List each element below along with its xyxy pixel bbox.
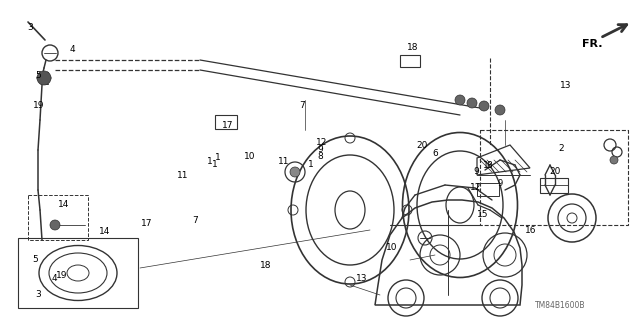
Text: 15: 15 xyxy=(477,210,489,219)
Text: 16: 16 xyxy=(525,226,537,235)
Text: 1: 1 xyxy=(483,161,489,170)
Text: 17: 17 xyxy=(222,121,234,130)
Text: 10: 10 xyxy=(387,244,397,252)
Text: 18: 18 xyxy=(407,43,419,52)
Text: 3: 3 xyxy=(36,290,41,299)
Text: 1: 1 xyxy=(212,160,217,169)
Text: 9: 9 xyxy=(317,145,323,154)
Text: 7: 7 xyxy=(193,216,198,225)
Text: 12: 12 xyxy=(316,138,328,147)
Text: FR.: FR. xyxy=(582,39,602,49)
Text: TM84B1600B: TM84B1600B xyxy=(535,300,585,309)
Text: 18: 18 xyxy=(260,261,271,270)
Bar xyxy=(540,178,568,193)
Text: 20: 20 xyxy=(417,141,428,150)
Bar xyxy=(477,183,499,196)
Text: 17: 17 xyxy=(141,220,153,228)
Text: 3: 3 xyxy=(27,23,33,33)
Text: 6: 6 xyxy=(433,149,438,158)
Text: 20: 20 xyxy=(549,167,561,177)
Bar xyxy=(18,238,138,308)
Text: 5: 5 xyxy=(33,255,38,264)
Text: 1: 1 xyxy=(207,157,213,166)
Text: 12: 12 xyxy=(470,182,482,191)
Text: 1: 1 xyxy=(215,153,221,162)
Circle shape xyxy=(455,95,465,105)
Text: 4: 4 xyxy=(69,45,75,54)
Text: 5: 5 xyxy=(35,71,41,81)
Circle shape xyxy=(610,156,618,164)
Bar xyxy=(215,115,237,129)
Circle shape xyxy=(479,101,489,111)
Text: 13: 13 xyxy=(560,81,572,90)
Bar xyxy=(28,195,88,240)
Text: 10: 10 xyxy=(244,152,255,161)
Circle shape xyxy=(467,98,477,108)
Bar xyxy=(400,55,420,67)
Circle shape xyxy=(37,71,51,85)
Circle shape xyxy=(50,220,60,230)
Text: 8: 8 xyxy=(486,161,492,170)
Text: 11: 11 xyxy=(177,171,188,180)
Text: 8: 8 xyxy=(317,152,323,161)
Bar xyxy=(480,130,628,225)
Text: 2: 2 xyxy=(559,144,564,153)
Text: 19: 19 xyxy=(33,101,44,110)
Text: 11: 11 xyxy=(278,157,290,166)
Circle shape xyxy=(290,167,300,177)
Text: 9: 9 xyxy=(473,167,479,177)
Text: 13: 13 xyxy=(356,274,367,283)
Text: 7: 7 xyxy=(299,100,305,109)
Text: 9: 9 xyxy=(497,179,502,188)
Circle shape xyxy=(495,105,505,115)
Text: 19: 19 xyxy=(56,270,68,279)
Text: 4: 4 xyxy=(52,274,57,283)
Text: 14: 14 xyxy=(99,228,111,236)
Text: 14: 14 xyxy=(58,200,70,209)
Text: 1: 1 xyxy=(308,160,313,169)
